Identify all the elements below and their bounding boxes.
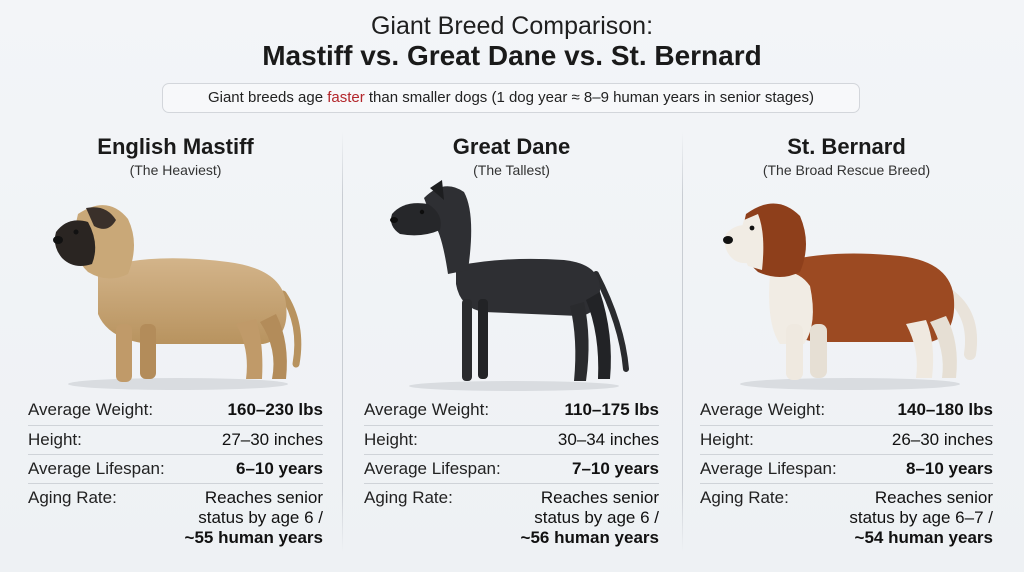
aging-line-1: Reaches senior (540, 488, 659, 507)
lifespan-value: 8–10 years (906, 459, 993, 478)
breed-column-st-bernard: St. Bernard (The Broad Rescue Breed) Ave… (700, 130, 993, 560)
aging-row: Aging Rate: Reaches senior status by age… (28, 483, 323, 549)
mastiff-illustration (28, 174, 323, 406)
st-bernard-dog-icon (723, 203, 977, 390)
height-row: Height: 30–34 inches (364, 425, 659, 454)
aging-note-after: than smaller dogs (1 dog year ≈ 8–9 huma… (364, 89, 815, 106)
weight-label: Average Weight: (700, 400, 826, 419)
height-label: Height: (28, 430, 82, 449)
aging-line-1: Reaches senior (874, 488, 993, 507)
great-dane-dog-icon (390, 180, 629, 391)
aging-note-accent: faster (327, 89, 365, 106)
weight-row: Average Weight: 110–175 lbs (364, 396, 659, 425)
breed-stats-table: Average Weight: 110–175 lbs Height: 30–3… (364, 396, 659, 549)
aging-line-2: status by age 6 / (198, 508, 323, 527)
height-row: Height: 26–30 inches (700, 425, 993, 454)
breed-column-great-dane: Great Dane (The Tallest) Average Weight:… (364, 130, 659, 560)
breed-subtitle: (The Broad Rescue Breed) (762, 162, 931, 178)
aging-value: Reaches senior status by age 6–7 / ~54 h… (833, 488, 993, 548)
page-title-line-1: Giant Breed Comparison: (370, 12, 654, 40)
aging-label: Aging Rate: (28, 488, 117, 507)
aging-note-banner: Giant breeds age faster than smaller dog… (162, 83, 860, 113)
page-title-line-2: Mastiff vs. Great Dane vs. St. Bernard (262, 40, 762, 71)
breed-stats-table: Average Weight: 160–230 lbs Height: 27–3… (28, 396, 323, 549)
height-row: Height: 27–30 inches (28, 425, 323, 454)
lifespan-label: Average Lifespan: (364, 459, 501, 478)
lifespan-value: 7–10 years (572, 459, 659, 478)
aging-line-3: ~54 human years (854, 528, 993, 547)
weight-row: Average Weight: 140–180 lbs (700, 396, 993, 425)
weight-value: 110–175 lbs (564, 400, 659, 419)
aging-line-1: Reaches senior (204, 488, 323, 507)
aging-line-2: status by age 6–7 / (849, 508, 993, 527)
height-value: 26–30 inches (891, 430, 993, 449)
aging-line-3: ~56 human years (520, 528, 659, 547)
weight-value: 160–230 lbs (227, 400, 323, 419)
weight-value: 140–180 lbs (897, 400, 993, 419)
breed-subtitle: (The Tallest) (473, 162, 550, 178)
lifespan-label: Average Lifespan: (700, 459, 837, 478)
lifespan-row: Average Lifespan: 8–10 years (700, 454, 993, 483)
aging-note-before: Giant breeds age (207, 89, 328, 106)
aging-line-2: status by age 6 / (534, 508, 659, 527)
height-label: Height: (700, 430, 754, 449)
lifespan-label: Average Lifespan: (28, 459, 165, 478)
lifespan-row: Average Lifespan: 7–10 years (364, 454, 659, 483)
great-dane-illustration (364, 174, 659, 406)
weight-label: Average Weight: (364, 400, 490, 419)
breed-name: St. Bernard (787, 134, 906, 159)
aging-row: Aging Rate: Reaches senior status by age… (700, 483, 993, 549)
height-value: 30–34 inches (557, 430, 659, 449)
breed-stats-table: Average Weight: 140–180 lbs Height: 26–3… (700, 396, 993, 549)
breed-column-mastiff: English Mastiff (The Heaviest) Average W… (28, 130, 323, 560)
aging-value: Reaches senior status by age 6 / ~56 hum… (499, 488, 659, 548)
lifespan-row: Average Lifespan: 6–10 years (28, 454, 323, 483)
weight-label: Average Weight: (28, 400, 154, 419)
lifespan-value: 6–10 years (236, 459, 323, 478)
mastiff-dog-icon (53, 205, 302, 390)
height-value: 27–30 inches (221, 430, 323, 449)
breed-name: Great Dane (452, 134, 571, 159)
breed-subtitle: (The Heaviest) (129, 162, 222, 178)
column-divider (682, 132, 683, 552)
aging-line-3: ~55 human years (184, 528, 323, 547)
aging-label: Aging Rate: (700, 488, 789, 507)
aging-row: Aging Rate: Reaches senior status by age… (364, 483, 659, 549)
breed-name: English Mastiff (97, 134, 254, 159)
aging-value: Reaches senior status by age 6 / ~55 hum… (163, 488, 323, 548)
height-label: Height: (364, 430, 418, 449)
weight-row: Average Weight: 160–230 lbs (28, 396, 323, 425)
st-bernard-illustration (700, 174, 993, 406)
column-divider (342, 132, 343, 552)
aging-label: Aging Rate: (364, 488, 453, 507)
